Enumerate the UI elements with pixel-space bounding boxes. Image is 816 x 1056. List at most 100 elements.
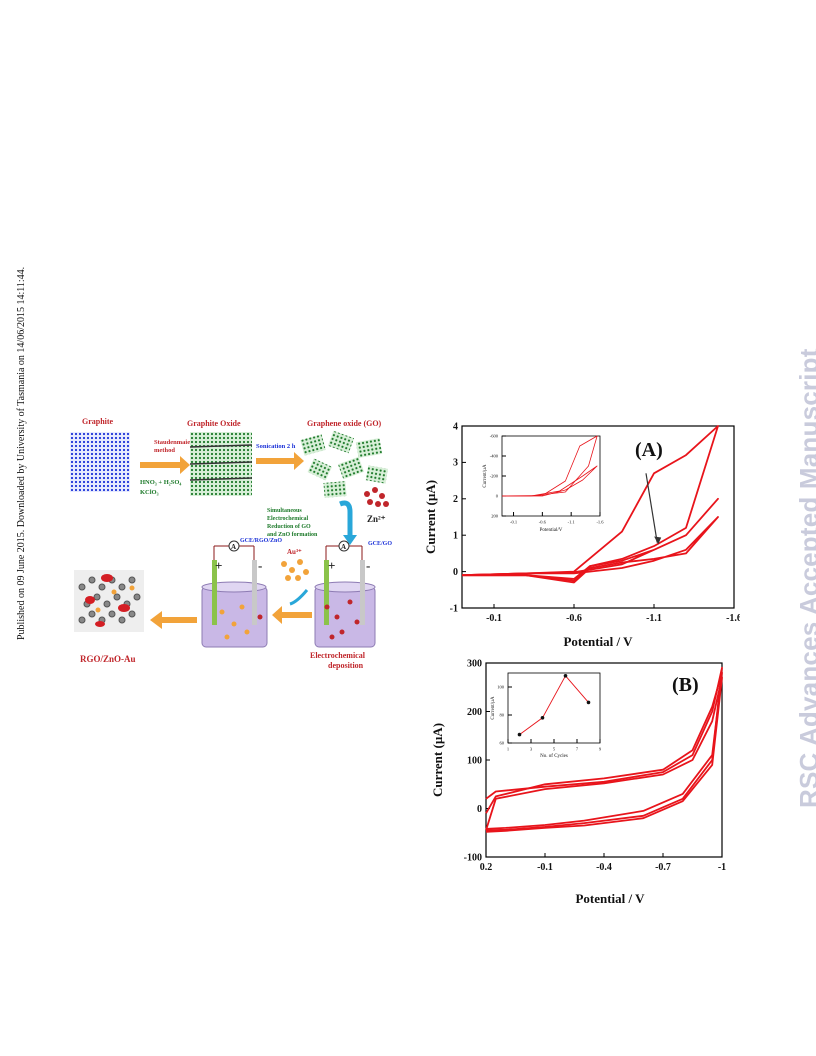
b-xtick-label-4: -1 [718,862,726,873]
label-simultaneous: Simultaneous [267,508,302,514]
arrow-reduction [339,500,353,537]
label-staudenmaier: Staudenmaier [154,439,193,446]
label-deposition: deposition [328,661,364,670]
label-electrochemical-1: Electrochemical [310,651,366,660]
b-inset-xtick-label-3: 7 [576,747,579,752]
a-inset-series-1 [501,435,598,497]
b-ytick-label-2: 100 [467,755,482,766]
arrow-au [289,589,309,606]
gold-ions [281,559,309,581]
b-inset-ytick-label-0: 60 [500,741,505,746]
a-series-1 [461,497,719,582]
rgo-zno-au-structure [74,570,144,632]
a-xtick-label-1: -0.6 [566,613,582,624]
series-b [485,666,723,833]
y-axis-label-a: Current (µA) [423,480,438,554]
b-ytick-label-3: 200 [467,707,482,718]
arrow-sonication [256,452,304,470]
trend-arrow-a [645,473,658,543]
a-xtick-label-2: -1.1 [646,613,662,624]
deposition-cell-right [314,540,376,648]
label-zn: Zn²⁺ [367,514,386,524]
inset-series-b [517,674,591,737]
b-ytick-label-1: 0 [477,804,482,815]
ammeter-left: A [231,543,236,551]
minus-left: - [258,558,262,573]
a-xtick-label-0: -0.1 [486,613,502,624]
label-method: method [154,447,175,454]
ticks-a: -0.1 -0.6 -1.1 -1.6 -1 0 1 2 3 4 [450,421,740,624]
b-inset-line [519,675,589,735]
label-sonication: Sonication 2 h [256,443,296,450]
a-ytick-label-1: 0 [453,567,458,578]
b-xtick-label-3: -0.7 [655,862,671,873]
a-ytick-label-0: -1 [450,603,458,614]
label-gce-rgo-zno: GCE/RGO/ZnO [240,538,282,544]
label-au: Au³⁺ [287,548,302,556]
synthesis-scheme: Graphite Graphite Oxide Graphene oxide (… [70,417,392,670]
b-series-2 [485,676,723,833]
plot-frame-a [461,425,735,609]
a-inset-ytick-label-4: 200 [491,514,499,519]
zinc-ions [364,487,389,507]
inset-y-label-a: Current/µA [483,464,488,488]
plus-left: + [215,558,222,573]
a-ytick-label-4: 3 [453,458,458,469]
b-inset-xtick-label-4: 9 [599,747,602,752]
a-inset-xtick-label-1: -0.6 [539,520,547,525]
b-inset-xtick-label-1: 3 [530,747,533,752]
trend-arrowhead-a [654,536,662,545]
a-series-2 [461,425,719,580]
ammeter-right: A [341,543,346,551]
a-ytick-label-2: 1 [453,531,458,542]
y-axis-label-b: Current (µA) [430,723,445,797]
b-xtick-label-1: -0.1 [537,862,553,873]
label-kclo3: KClO₃ [140,489,159,496]
x-axis-label-a: Potential / V [563,634,633,649]
series-a [461,425,719,584]
b-xtick-label-0: 0.2 [480,862,493,873]
b-inset-point-2 [563,674,568,678]
inset-x-label-a: Potential/V [540,528,563,533]
label-graphene-oxide: Graphene oxide (GO) [307,419,382,428]
a-ytick-label-5: 4 [453,421,458,432]
a-inset-xtick-label-3: -1.6 [596,520,604,525]
b-series-0 [485,666,723,832]
deposition-cell-left [201,540,268,648]
inset-x-label-b: No. of Cycles [540,754,568,759]
a-xtick-label-3: -1.6 [726,613,740,624]
b-inset-ytick-label-2: 100 [497,685,505,690]
label-zno-formation: and ZnO formation [267,532,318,538]
arrow-staudenmaier [140,456,190,474]
arrow-product [150,611,197,629]
b-series-1 [485,671,723,830]
b-inset-xtick-label-2: 5 [553,747,556,752]
label-reduction-go: Reduction of GO [267,524,311,530]
b-inset-point-1 [540,716,545,720]
b-inset-xtick-label-0: 1 [507,747,509,752]
inset-ticks-b: 1 3 5 7 9 60 80 100 [497,685,602,752]
label-graphite-oxide: Graphite Oxide [187,419,241,428]
b-inset-point-3 [586,700,591,705]
a-inset-ytick-label-1: -400 [490,454,499,459]
x-axis-label-b: Potential / V [575,891,645,906]
label-gce-go: GCE/GO [368,541,392,547]
publication-note: Published on 09 June 2015. Downloaded by… [16,266,27,640]
panel-label-b: (B) [672,674,699,696]
graphene-oxide-flakes [300,430,389,498]
label-product: RGO/ZnO-Au [80,654,136,664]
plus-right: + [328,558,335,573]
inset-series-a [501,435,598,497]
a-inset-ytick-label-0: -600 [490,434,499,439]
inset-y-label-b: Current/µA [491,696,496,720]
panel-label-a: (A) [635,439,663,461]
label-electrochemical: Electrochemical [267,516,309,522]
b-xtick-label-2: -0.4 [596,862,612,873]
inset-frame-a [501,435,601,517]
a-series-0 [461,516,719,584]
label-graphite: Graphite [82,417,114,426]
b-ytick-label-4: 300 [467,658,482,669]
manuscript-watermark: RSC Advances Accepted Manuscript [794,348,816,808]
minus-right: - [366,558,370,573]
cv-chart-a: -0.1 -0.6 -1.1 -1.6 -1 0 1 2 3 4 (A) Potential / … [423,421,740,649]
